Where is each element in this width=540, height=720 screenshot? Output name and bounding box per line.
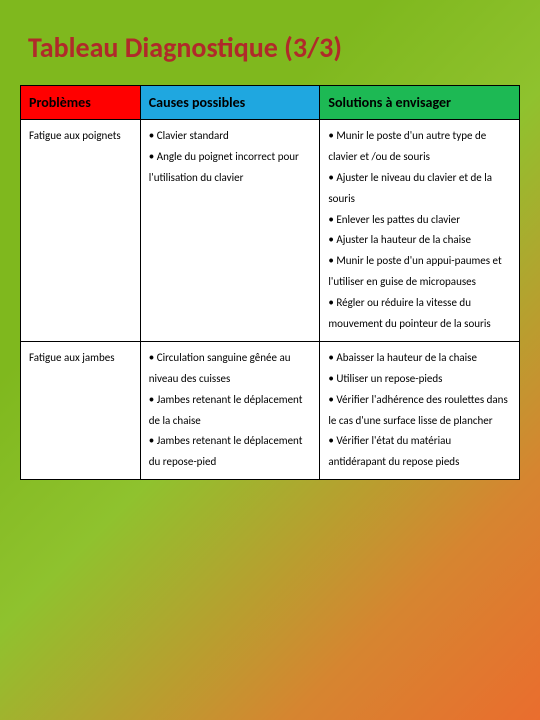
- header-causes: Causes possibles: [140, 86, 320, 120]
- cell-solutions: • Munir le poste d'un autre type de clav…: [320, 120, 520, 342]
- table-row: Fatigue aux jambes • Circulation sanguin…: [21, 341, 520, 479]
- header-solutions: Solutions à envisager: [320, 86, 520, 120]
- page-title: Tableau Diagnostique (3/3): [20, 30, 520, 65]
- table-header-row: Problèmes Causes possibles Solutions à e…: [21, 86, 520, 120]
- table-row: Fatigue aux poignets • Clavier standard …: [21, 120, 520, 342]
- cell-causes: • Clavier standard • Angle du poignet in…: [140, 120, 320, 342]
- cell-probleme: Fatigue aux poignets: [21, 120, 141, 342]
- cell-causes: • Circulation sanguine gênée au niveau d…: [140, 341, 320, 479]
- cell-probleme: Fatigue aux jambes: [21, 341, 141, 479]
- header-problemes: Problèmes: [21, 86, 141, 120]
- diagnostic-table: Problèmes Causes possibles Solutions à e…: [20, 85, 520, 480]
- cell-solutions: • Abaisser la hauteur de la chaise • Uti…: [320, 341, 520, 479]
